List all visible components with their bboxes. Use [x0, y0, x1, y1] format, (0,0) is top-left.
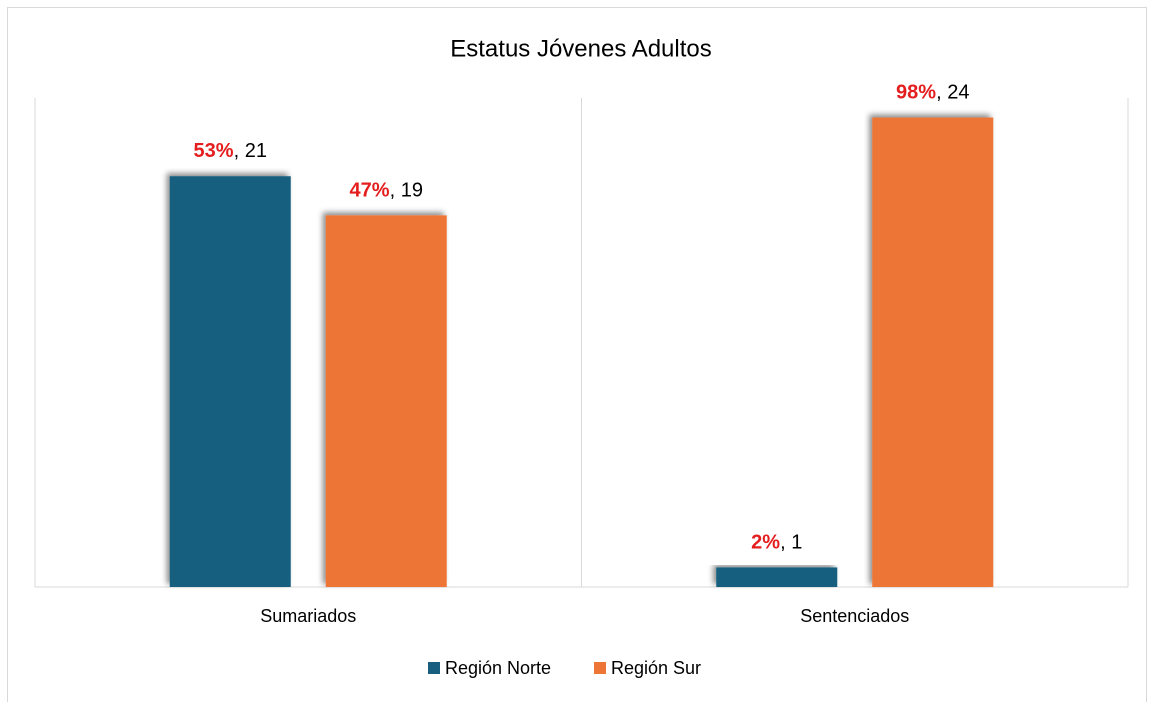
bar — [716, 567, 838, 587]
bar — [872, 117, 994, 587]
data-label: 2%, 1 — [751, 532, 802, 554]
data-label: 53%, 21 — [194, 141, 267, 163]
bar — [325, 215, 447, 588]
data-label: 98%, 24 — [896, 82, 969, 104]
legend-swatch — [428, 662, 440, 674]
data-label: 47%, 19 — [350, 180, 423, 202]
legend-label: Región Sur — [611, 658, 701, 678]
x-tick-label: Sentenciados — [800, 606, 909, 626]
x-tick-label: Sumariados — [260, 606, 356, 626]
legend-label: Región Norte — [445, 658, 551, 678]
legend-swatch — [594, 662, 606, 674]
bar — [169, 176, 291, 588]
chart-title: Estatus Jóvenes Adultos — [450, 35, 712, 62]
